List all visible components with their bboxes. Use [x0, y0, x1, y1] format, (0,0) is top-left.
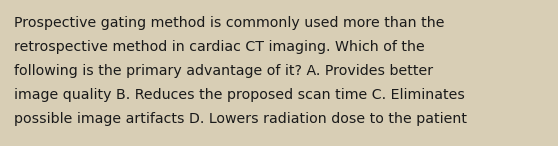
Text: following is the primary advantage of it? A. Provides better: following is the primary advantage of it…: [14, 64, 433, 78]
Text: image quality B. Reduces the proposed scan time C. Eliminates: image quality B. Reduces the proposed sc…: [14, 88, 465, 102]
Text: possible image artifacts D. Lowers radiation dose to the patient: possible image artifacts D. Lowers radia…: [14, 112, 467, 126]
Text: Prospective gating method is commonly used more than the: Prospective gating method is commonly us…: [14, 16, 445, 30]
Text: retrospective method in cardiac CT imaging. Which of the: retrospective method in cardiac CT imagi…: [14, 40, 425, 54]
